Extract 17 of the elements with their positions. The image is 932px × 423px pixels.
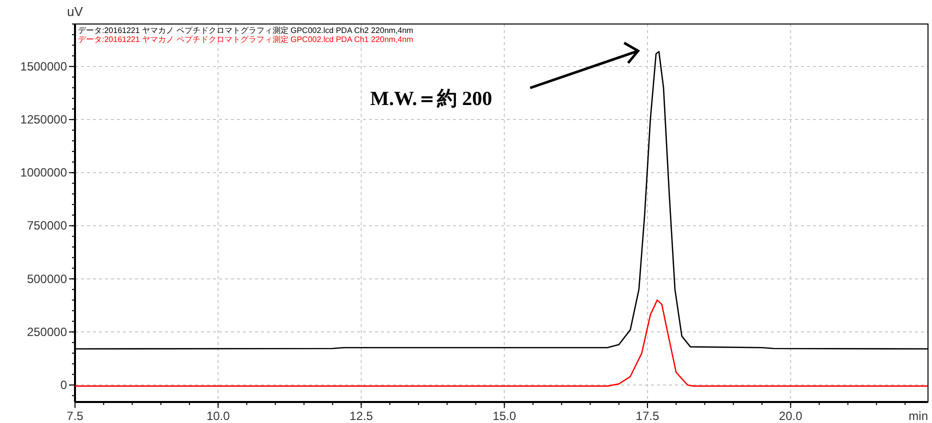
x-tick-label: 15.0 xyxy=(492,409,516,423)
x-tick-label: 17.5 xyxy=(636,409,660,423)
y-tick-label: 1000000 xyxy=(20,166,68,180)
y-tick-label: 250000 xyxy=(26,324,68,339)
y-tick-label: 1250000 xyxy=(20,112,68,127)
x-tick-label: 12.5 xyxy=(350,409,374,423)
y-axis-title: uV xyxy=(67,4,84,19)
y-tick-label: 750000 xyxy=(26,218,68,233)
annotation: M.W.＝約 200 xyxy=(370,88,492,110)
y-tick-label: 500000 xyxy=(26,272,68,286)
x-tick-label: 20.0 xyxy=(778,409,803,423)
x-tick-label: 7.5 xyxy=(66,409,84,423)
x-tick-label: 10.0 xyxy=(206,409,230,423)
legend: データ:20161221 ヤマカノ ペプチドクロマトグラフィ測定 GPC002.lcd PDA Ch2 220nm,4nm データ:20161221 ヤマカノ ペプチドクロマトグラフィ測定 GPC002.lcd PDA Ch1 220nm,4nm xyxy=(78,26,414,44)
y-tick-label: 0 xyxy=(60,378,68,392)
y-tick-label: 1500000 xyxy=(20,59,68,74)
x-axis-title: min xyxy=(908,409,928,423)
